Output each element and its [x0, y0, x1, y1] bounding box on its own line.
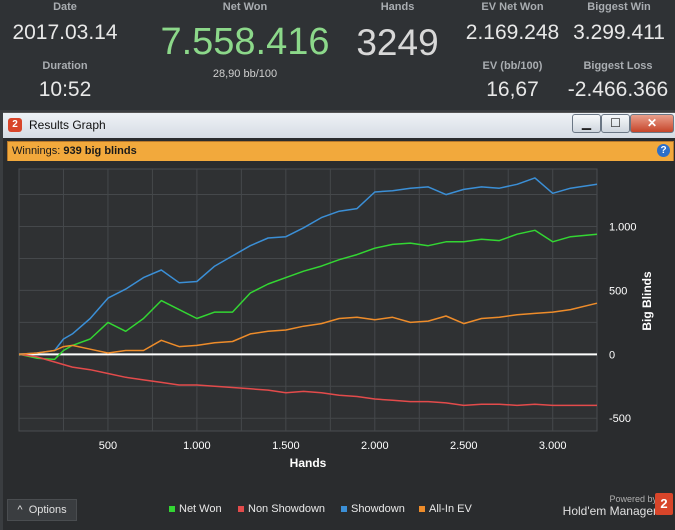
stat-duration-label: Duration: [42, 60, 88, 72]
close-button[interactable]: ✕: [630, 114, 674, 133]
maximize-button[interactable]: ☐: [601, 114, 630, 133]
stat-ev-net-won-label: EV Net Won: [481, 1, 544, 13]
x-tick-label: 2.000: [361, 440, 389, 452]
series-line-net-won: [18, 229, 598, 361]
legend-label-net-won: Net Won: [179, 503, 222, 515]
stat-hands-label: Hands: [380, 1, 415, 13]
legend-item-showdown[interactable]: Showdown: [341, 503, 405, 515]
series-line-all-in-ev: [18, 302, 598, 356]
powered-by: Powered by Hold'em Manager: [563, 494, 657, 518]
stat-ev-bb100-value: 16,67: [486, 78, 539, 101]
stat-duration-value: 10:52: [38, 78, 92, 101]
help-icon[interactable]: ?: [657, 144, 670, 157]
stat-bb100-value: 28,90 bb/100: [212, 68, 278, 80]
stat-biggest-win-label: Biggest Win: [587, 1, 651, 13]
window-title: Results Graph: [29, 118, 106, 132]
legend-label-non-showdown: Non Showdown: [248, 503, 326, 515]
y-tick-label: 1.000: [609, 222, 637, 234]
y-tick-label: 500: [609, 285, 627, 297]
options-label: Options: [28, 504, 67, 516]
winnings-info-bar: Winnings: 939 big blinds ?: [7, 141, 674, 162]
stat-biggest-loss-value: -2.466.366: [567, 78, 669, 101]
app-logo-icon: 2: [8, 118, 22, 132]
stat-biggest-loss-label: Biggest Loss: [583, 60, 653, 72]
powered-by-label: Powered by: [609, 494, 657, 504]
stat-ev-net-won: EV Net Won 2.169.248: [460, 1, 565, 45]
legend-swatch-allin-ev: [419, 506, 425, 513]
stat-date-label: Date: [53, 1, 77, 13]
stat-biggest-loss: Biggest Loss -2.466.366: [562, 60, 674, 102]
y-tick-label: -500: [609, 413, 631, 425]
winnings-prefix: Winnings:: [12, 145, 64, 157]
options-button[interactable]: ^ Options: [7, 499, 77, 521]
stat-hands: Hands 3249: [350, 1, 445, 64]
y-axis-ticks: -500 0 500 1.000: [609, 222, 637, 426]
legend-swatch-non-showdown: [238, 506, 244, 513]
legend-item-non-showdown[interactable]: Non Showdown: [238, 503, 325, 515]
stat-duration: Duration 10:52: [30, 60, 100, 102]
brand-name: Hold'em Manager: [562, 504, 657, 518]
x-axis-title: Hands: [290, 456, 327, 470]
stat-ev-bb100: EV (bb/100) 16,67: [460, 60, 565, 102]
legend-item-net-won[interactable]: Net Won: [169, 503, 222, 515]
summary-stats-panel: Date 2017.03.14 Duration 10:52 Net Won 7…: [0, 0, 675, 110]
stat-date-value: 2017.03.14: [12, 21, 118, 44]
chevron-up-icon: ^: [17, 504, 23, 516]
y-tick-label: 0: [609, 349, 615, 361]
brand-logo-icon: 2: [655, 493, 673, 515]
stat-biggest-win-value: 3.299.411: [573, 21, 665, 44]
chart-series-group: [18, 177, 598, 407]
plot-area: [18, 168, 598, 432]
winnings-value: 939 big blinds: [63, 145, 137, 157]
stat-biggest-win: Biggest Win 3.299.411: [565, 1, 673, 45]
x-tick-label: 1.000: [183, 440, 211, 452]
stat-hands-value: 3249: [356, 22, 439, 63]
results-chart: 500 1.000 1.500 2.000 2.500 3.000 -500 0 500 1.0…: [3, 161, 675, 487]
legend-item-allin-ev[interactable]: All-In EV: [419, 503, 472, 515]
series-line-non-showdown: [18, 353, 597, 407]
stat-net-won: Net Won 7.558.416 28,90 bb/100: [150, 1, 340, 80]
x-tick-label: 2.500: [450, 440, 478, 452]
stat-net-won-value: 7.558.416: [160, 21, 330, 63]
x-tick-label: 1.500: [272, 440, 300, 452]
stat-ev-bb100-label: EV (bb/100): [482, 60, 543, 72]
legend-label-showdown: Showdown: [351, 503, 405, 515]
legend-swatch-net-won: [169, 506, 175, 513]
winnings-text: Winnings: 939 big blinds: [12, 145, 137, 157]
x-tick-label: 500: [99, 440, 117, 452]
legend-swatch-showdown: [341, 506, 347, 513]
results-graph-window: 2 Results Graph ▁ ☐ ✕ Winnings: 939 big …: [3, 112, 675, 530]
series-line-showdown: [18, 177, 598, 356]
legend-label-allin-ev: All-In EV: [429, 503, 472, 515]
window-titlebar[interactable]: 2 Results Graph ▁ ☐ ✕: [3, 113, 675, 138]
stat-date: Date 2017.03.14: [12, 1, 117, 45]
x-axis-ticks: 500 1.000 1.500 2.000 2.500 3.000: [99, 440, 567, 452]
stat-net-won-label: Net Won: [222, 1, 268, 13]
x-tick-label: 3.000: [539, 440, 567, 452]
stat-ev-net-won-value: 2.169.248: [465, 21, 560, 44]
minimize-button[interactable]: ▁: [572, 114, 601, 133]
y-axis-title: Big Blinds: [640, 271, 654, 331]
